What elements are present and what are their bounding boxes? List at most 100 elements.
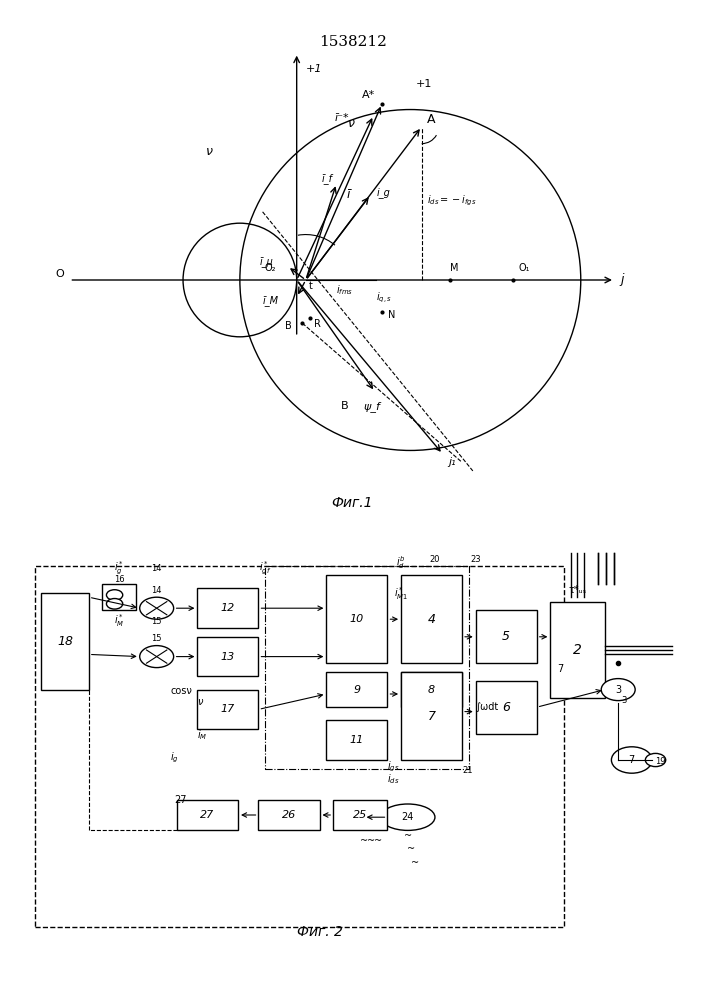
Circle shape: [612, 747, 652, 773]
Circle shape: [140, 597, 174, 619]
Text: A*: A*: [361, 90, 375, 100]
Text: 3: 3: [615, 685, 621, 695]
Text: R: R: [314, 319, 320, 329]
Text: 15: 15: [151, 617, 162, 626]
FancyBboxPatch shape: [197, 588, 259, 628]
FancyBboxPatch shape: [401, 672, 462, 707]
Circle shape: [645, 753, 666, 767]
Text: ~: ~: [361, 836, 368, 846]
Text: 18: 18: [57, 635, 73, 648]
Text: j: j: [621, 273, 624, 286]
FancyBboxPatch shape: [476, 610, 537, 663]
Text: ~: ~: [374, 836, 382, 846]
Text: cosν: cosν: [170, 686, 192, 696]
Text: ī: ī: [346, 188, 350, 201]
Text: $i_M^*$: $i_M^*$: [114, 612, 124, 629]
Text: 14: 14: [151, 564, 162, 573]
Text: 16: 16: [114, 575, 124, 584]
Text: O₁: O₁: [518, 263, 530, 273]
Text: 9: 9: [354, 685, 361, 695]
Text: 21: 21: [462, 766, 472, 775]
Text: 11: 11: [350, 735, 364, 745]
Text: ~: ~: [367, 836, 375, 846]
Text: 27: 27: [201, 810, 215, 820]
Text: ~: ~: [411, 858, 419, 868]
Text: ψ_f: ψ_f: [363, 401, 380, 412]
Text: O: O: [55, 269, 64, 279]
Text: 1538212: 1538212: [320, 35, 387, 49]
FancyBboxPatch shape: [41, 593, 89, 690]
Text: 12: 12: [221, 603, 235, 613]
Text: t: t: [309, 281, 313, 291]
Text: +1: +1: [416, 79, 433, 89]
Text: M: M: [450, 263, 459, 273]
Text: 26: 26: [282, 810, 296, 820]
FancyBboxPatch shape: [333, 800, 387, 830]
Text: 13: 13: [221, 652, 235, 662]
Text: 4: 4: [428, 613, 436, 626]
Circle shape: [107, 599, 123, 609]
Text: N: N: [387, 310, 395, 320]
Text: ī_μ: ī_μ: [259, 256, 273, 267]
Text: 7: 7: [629, 755, 635, 765]
Text: $i_g$: $i_g$: [170, 750, 179, 765]
Text: 7: 7: [428, 710, 436, 722]
Text: $i_g^*$: $i_g^*$: [115, 559, 124, 577]
Text: $i_M$: $i_M$: [197, 728, 208, 742]
Text: +1: +1: [305, 64, 322, 74]
FancyBboxPatch shape: [401, 672, 462, 760]
Text: $i_{ds}$: $i_{ds}$: [387, 772, 400, 786]
Text: τ*ᵤₛ: τ*ᵤₛ: [568, 585, 587, 595]
Text: i_g: i_g: [376, 187, 390, 198]
FancyBboxPatch shape: [103, 584, 136, 610]
Circle shape: [140, 646, 174, 668]
Text: 27: 27: [174, 795, 187, 805]
Text: 3: 3: [621, 696, 627, 705]
Text: Фиг. 2: Фиг. 2: [297, 925, 342, 939]
Text: 7: 7: [557, 664, 563, 674]
Text: $i_{gs}$: $i_{gs}$: [387, 759, 400, 774]
Text: ~: ~: [404, 831, 412, 841]
Text: Фиг.1: Фиг.1: [331, 496, 373, 510]
Text: $i_{ds}=-i_{fgs}$: $i_{ds}=-i_{fgs}$: [427, 194, 477, 208]
Text: ν: ν: [348, 117, 355, 130]
Text: 19: 19: [655, 757, 666, 766]
Text: B: B: [341, 401, 349, 411]
Text: 25: 25: [354, 810, 368, 820]
FancyBboxPatch shape: [550, 602, 604, 698]
Circle shape: [601, 679, 635, 701]
Text: A: A: [427, 113, 436, 126]
Text: ī⁻*: ī⁻*: [334, 113, 349, 123]
Text: 17: 17: [221, 704, 235, 714]
FancyBboxPatch shape: [259, 800, 320, 830]
Text: ν: ν: [206, 145, 213, 158]
FancyBboxPatch shape: [197, 690, 259, 729]
Text: 24: 24: [402, 812, 414, 822]
Text: $i_{q,s}$: $i_{q,s}$: [376, 291, 392, 305]
Text: 5: 5: [502, 630, 510, 643]
Text: 23: 23: [470, 555, 481, 564]
Text: 20: 20: [430, 555, 440, 564]
Text: 6: 6: [502, 701, 510, 714]
Text: ī_f: ī_f: [322, 173, 333, 184]
FancyBboxPatch shape: [327, 672, 387, 707]
Text: O₂: O₂: [265, 263, 276, 273]
Text: $i_{fms}$: $i_{fms}$: [337, 284, 354, 297]
Text: ~: ~: [407, 844, 415, 854]
FancyBboxPatch shape: [401, 575, 462, 663]
Text: 14: 14: [151, 586, 162, 595]
Text: 2: 2: [573, 643, 582, 657]
FancyBboxPatch shape: [476, 681, 537, 734]
Text: $i_{gf}^*$: $i_{gf}^*$: [259, 559, 271, 577]
Circle shape: [107, 590, 123, 600]
Text: ν: ν: [197, 697, 203, 707]
Text: $i_{M1}^*$: $i_{M1}^*$: [394, 585, 408, 602]
Text: 10: 10: [350, 614, 364, 624]
Ellipse shape: [380, 804, 435, 830]
FancyBboxPatch shape: [327, 575, 387, 663]
Text: 15: 15: [151, 634, 162, 643]
Text: ī_M: ī_M: [262, 295, 279, 306]
Text: ∫ωdt: ∫ωdt: [476, 702, 499, 712]
Text: j₁: j₁: [448, 457, 456, 467]
Text: 8: 8: [428, 685, 435, 695]
